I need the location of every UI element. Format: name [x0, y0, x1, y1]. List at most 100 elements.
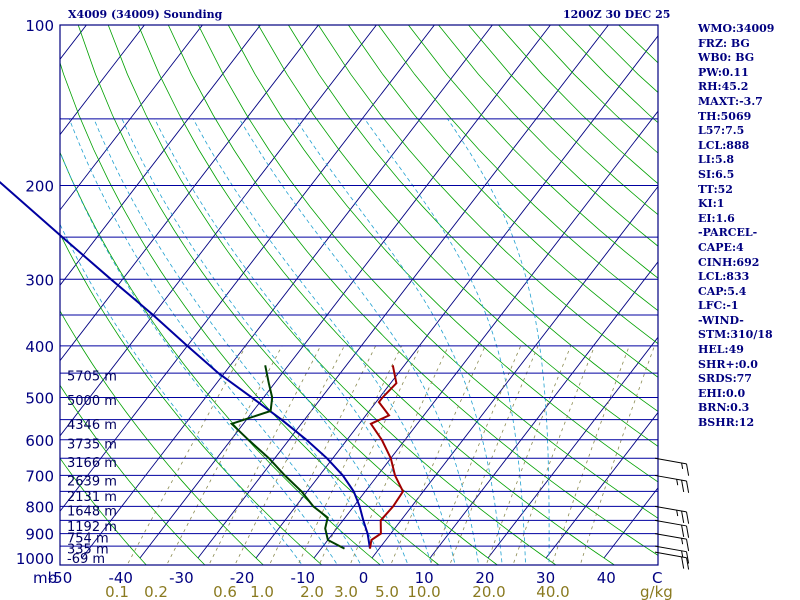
dry-adiabat-line — [60, 61, 440, 565]
index-item: KI:1 — [698, 197, 725, 211]
temp-tick-label: 10 — [415, 569, 434, 587]
dry-adiabat-line — [288, 25, 658, 412]
mixing-ratio-label: 2.0 — [300, 583, 324, 600]
wind-barb-flag — [686, 525, 690, 538]
mixing-ratio-line — [297, 345, 402, 565]
pressure-tick-label: 1000 — [16, 550, 54, 568]
temp-unit-label: C — [652, 569, 662, 587]
temp-tick-label: 30 — [536, 569, 555, 587]
wind-barb-flag — [681, 480, 685, 493]
mixing-ratio-label: 40.0 — [536, 583, 569, 600]
index-item: LFC:-1 — [698, 299, 739, 313]
mixing-ratio-line — [234, 345, 345, 565]
isotherm-line — [60, 25, 319, 362]
wind-barb — [654, 474, 690, 493]
isotherm-line — [60, 25, 145, 136]
height-label: 335 m — [67, 543, 109, 558]
height-label: 1648 m — [67, 505, 117, 520]
moist-adiabat-line — [60, 223, 303, 565]
index-item: LCL:833 — [698, 270, 750, 284]
wind-barb-staff — [654, 519, 687, 527]
wind-barb-flag — [681, 556, 685, 569]
mixing-ratio-unit: g/kg — [640, 583, 673, 600]
moist-adiabat-line — [364, 118, 526, 565]
wind-barb-flag — [676, 510, 679, 517]
chart-title: X4009 (34009) Sounding — [68, 8, 223, 21]
temperature-line — [369, 365, 405, 549]
index-item: EI:1.6 — [698, 211, 735, 225]
mixing-ratio-line — [551, 345, 630, 565]
wind-barb-staff — [654, 533, 687, 540]
dry-adiabat-line — [378, 25, 658, 312]
mixing-ratio-line — [512, 345, 595, 565]
index-item: -PARCEL- — [698, 226, 758, 240]
pressure-tick-label: 100 — [25, 17, 54, 35]
index-item: SHR+:0.0 — [698, 357, 758, 371]
dry-adiabat-line — [197, 25, 658, 519]
isotherm-line — [81, 25, 493, 559]
mixing-ratio-label: 10.0 — [407, 583, 440, 600]
index-item: SRDS:77 — [698, 372, 752, 386]
parcel-line — [0, 181, 371, 549]
height-label: 3166 m — [67, 456, 117, 471]
index-item: EHI:0.0 — [698, 386, 746, 400]
wind-barb — [654, 533, 690, 552]
dry-adiabat-line — [318, 25, 658, 378]
height-label: 754 m — [67, 531, 109, 546]
wind-barb-flag — [686, 463, 690, 476]
mixing-ratio-line — [349, 345, 449, 565]
mixing-ratio-line — [318, 345, 421, 565]
isotherm-line — [60, 25, 377, 437]
wind-barb-flag — [681, 538, 684, 545]
dry-adiabat-line — [77, 25, 499, 565]
dry-adiabat-line — [227, 25, 658, 483]
isotherm-line — [371, 185, 658, 559]
indices-panel: WMO:34009 FRZ: BG WB0: BG PW:0.11 RH:45.2 MAX… — [698, 22, 774, 431]
height-label: 4346 m — [67, 418, 117, 433]
wind-barb-staff — [654, 474, 687, 482]
isotherm-line — [429, 261, 658, 559]
wind-barb-staff — [654, 551, 687, 559]
dry-adiabat-line — [348, 25, 658, 345]
dry-adiabat-line — [257, 25, 658, 447]
chart-grid — [60, 25, 658, 565]
temp-tick-label: -10 — [291, 569, 316, 587]
wind-barb-flag — [686, 480, 690, 493]
mixing-ratio-line — [166, 345, 283, 565]
index-item: CINH:692 — [698, 255, 760, 269]
mixing-ratio-label: 5.0 — [375, 583, 399, 600]
wind-barb-flag — [686, 511, 690, 524]
pressure-unit-label: mb — [33, 569, 57, 587]
mixing-ratio-label: 0.6 — [213, 583, 237, 600]
wind-barb — [654, 519, 690, 538]
dewpoint-line — [229, 365, 345, 550]
pressure-tick-label: 400 — [25, 338, 54, 356]
pressure-tick-label: 800 — [25, 498, 54, 516]
chart-series — [0, 181, 405, 550]
wind-barb — [654, 551, 690, 570]
wind-barb-flag — [686, 539, 690, 552]
dry-adiabat-line — [408, 25, 658, 279]
pressure-tick-label: 900 — [25, 526, 54, 544]
dry-adiabat-line — [60, 310, 264, 565]
wind-barb-staff — [654, 457, 687, 465]
index-item: LI:5.8 — [698, 153, 735, 167]
index-item: STM:310/18 — [698, 328, 773, 342]
wind-barb — [654, 457, 690, 476]
wind-barb-flag — [676, 479, 679, 486]
index-item: TH:5069 — [698, 109, 752, 123]
index-item: HEL:49 — [698, 343, 744, 357]
pressure-tick-label: 700 — [25, 467, 54, 485]
index-item: MAXT:-3.7 — [698, 94, 763, 108]
index-item: FRZ: BG — [698, 36, 750, 50]
wind-barb-flag — [681, 510, 685, 523]
moist-adiabat-line — [239, 118, 480, 565]
isotherm-line — [139, 25, 551, 559]
wind-barb-flag — [686, 557, 690, 570]
isotherm-line — [545, 411, 658, 559]
index-item: WMO:34009 — [698, 22, 775, 35]
isotherm-line — [60, 25, 261, 287]
dry-adiabat-line — [60, 457, 147, 565]
wind-barb-flag — [681, 524, 685, 537]
